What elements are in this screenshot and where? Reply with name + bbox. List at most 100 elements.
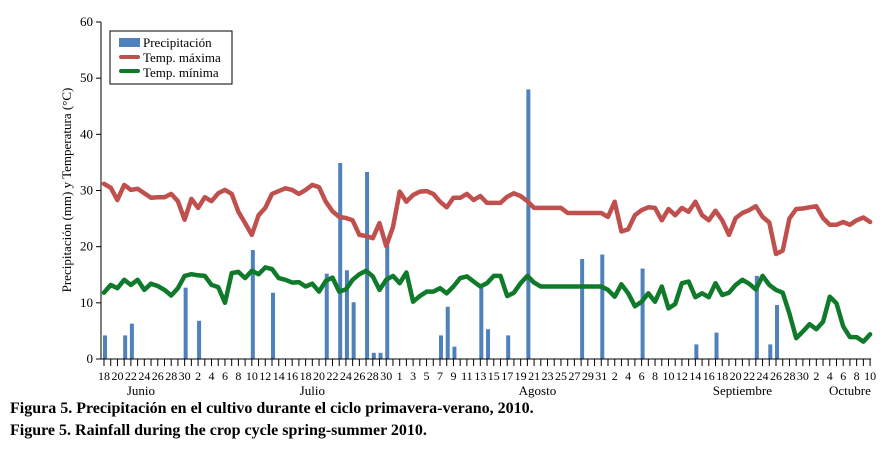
x-tick-label: 22 bbox=[743, 369, 755, 383]
legend-swatch-tmax bbox=[119, 55, 140, 59]
caption-english: Figure 5. Rainfall during the crop cycle… bbox=[10, 422, 427, 439]
x-tick-label: 1 bbox=[397, 369, 403, 383]
tmin-line bbox=[101, 265, 873, 344]
legend-label-tmax: Temp. máxima bbox=[143, 50, 221, 65]
x-tick-label: 14 bbox=[689, 369, 701, 383]
x-tick-label: 2 bbox=[813, 369, 819, 383]
precipitation-bar bbox=[271, 292, 275, 359]
x-tick-label: 30 bbox=[797, 369, 809, 383]
x-tick-label: 6 bbox=[222, 369, 228, 383]
x-tick-label: 3 bbox=[410, 369, 416, 383]
x-tick-label: 17 bbox=[501, 369, 513, 383]
precipitation-bar bbox=[103, 335, 107, 359]
y-tick-label: 0 bbox=[87, 351, 94, 366]
x-tick-label: 25 bbox=[555, 369, 567, 383]
x-tick-label: 10 bbox=[864, 369, 876, 383]
precipitation-bar bbox=[123, 335, 128, 359]
x-tick-label: 2 bbox=[195, 369, 201, 383]
x-tick-label: 31 bbox=[595, 369, 607, 383]
x-tick-label: 23 bbox=[542, 369, 554, 383]
x-tick-label: 20 bbox=[730, 369, 742, 383]
precipitation-bar bbox=[640, 268, 645, 359]
x-tick-label: 13 bbox=[474, 369, 486, 383]
x-tick-label: 4 bbox=[625, 369, 631, 383]
x-tick-label: 10 bbox=[662, 369, 674, 383]
x-tick-label: 5 bbox=[424, 369, 430, 383]
month-label: Julio bbox=[300, 383, 325, 398]
y-tick-label: 30 bbox=[80, 183, 93, 198]
precipitation-bar bbox=[694, 344, 699, 359]
x-tick-label: 8 bbox=[652, 369, 658, 383]
precipitation-bar bbox=[371, 352, 376, 359]
month-label: Junio bbox=[127, 383, 155, 398]
precipitation-bar bbox=[351, 302, 356, 359]
legend-swatch-tmin bbox=[119, 69, 140, 73]
precipitation-bar bbox=[479, 286, 484, 359]
x-tick-label: 12 bbox=[259, 369, 271, 383]
precipitation-bar bbox=[486, 329, 491, 359]
y-tick-label: 40 bbox=[80, 126, 93, 141]
x-tick-label: 20 bbox=[313, 369, 325, 383]
x-tick-label: 6 bbox=[639, 369, 645, 383]
legend-label-tmin: Temp. mínima bbox=[143, 65, 219, 80]
tmax-line bbox=[101, 181, 873, 257]
x-tick-label: 16 bbox=[703, 369, 715, 383]
x-tick-label: 15 bbox=[488, 369, 500, 383]
month-label: Octubre bbox=[829, 383, 871, 398]
precipitation-bar bbox=[445, 306, 450, 359]
precipitation-bar bbox=[754, 275, 759, 359]
x-tick-label: 8 bbox=[854, 369, 860, 383]
y-tick-label: 60 bbox=[80, 14, 93, 29]
x-tick-label: 20 bbox=[111, 369, 123, 383]
x-tick-label: 28 bbox=[367, 369, 379, 383]
precipitation-bar bbox=[600, 254, 605, 359]
x-tick-label: 14 bbox=[273, 369, 285, 383]
x-tick-label: 9 bbox=[450, 369, 456, 383]
precipitation-bar bbox=[385, 244, 390, 359]
precipitation-bar bbox=[768, 344, 773, 359]
x-tick-label: 26 bbox=[770, 369, 782, 383]
precipitation-bar bbox=[197, 320, 202, 359]
x-tick-label: 19 bbox=[515, 369, 527, 383]
x-tick-label: 18 bbox=[300, 369, 312, 383]
x-tick-label: 6 bbox=[840, 369, 846, 383]
x-tick-label: 29 bbox=[582, 369, 594, 383]
precipitation-bar bbox=[452, 346, 457, 359]
x-tick-label: 4 bbox=[209, 369, 215, 383]
month-label: Agosto bbox=[519, 383, 557, 398]
precipitation-bar bbox=[714, 332, 719, 359]
x-tick-label: 16 bbox=[286, 369, 298, 383]
x-tick-label: 28 bbox=[783, 369, 795, 383]
precipitation-bar bbox=[129, 323, 134, 359]
y-axis-label: Precipitación (mm) y Temperatura (°C) bbox=[59, 88, 74, 293]
x-tick-label: 8 bbox=[235, 369, 241, 383]
precipitation-bar bbox=[526, 89, 531, 360]
precipitation-bar bbox=[183, 287, 188, 359]
x-tick-label: 11 bbox=[461, 369, 473, 383]
x-tick-label: 22 bbox=[326, 369, 338, 383]
y-tick-label: 50 bbox=[80, 70, 93, 85]
precipitation-bar bbox=[338, 162, 343, 359]
x-tick-label: 30 bbox=[380, 369, 392, 383]
x-tick-label: 4 bbox=[827, 369, 833, 383]
x-tick-label: 7 bbox=[437, 369, 443, 383]
precipitation-bar bbox=[365, 171, 370, 359]
legend-swatch-precipitation bbox=[119, 38, 140, 47]
precipitation-bar bbox=[250, 250, 255, 359]
month-label: Septiembre bbox=[713, 383, 772, 398]
y-tick-label: 10 bbox=[80, 295, 93, 310]
x-tick-label: 27 bbox=[568, 369, 580, 383]
x-tick-label: 24 bbox=[340, 369, 352, 383]
precipitation-bar bbox=[439, 335, 443, 359]
precipitation-bar bbox=[324, 273, 329, 359]
x-tick-label: 2 bbox=[612, 369, 618, 383]
x-tick-label: 30 bbox=[179, 369, 191, 383]
legend-label-precipitation: Precipitación bbox=[143, 35, 212, 50]
precipitation-bar bbox=[580, 259, 585, 359]
precipitation-bar bbox=[378, 352, 383, 359]
x-tick-label: 28 bbox=[165, 369, 177, 383]
x-tick-label: 12 bbox=[676, 369, 688, 383]
precipitation-bars bbox=[103, 89, 779, 360]
